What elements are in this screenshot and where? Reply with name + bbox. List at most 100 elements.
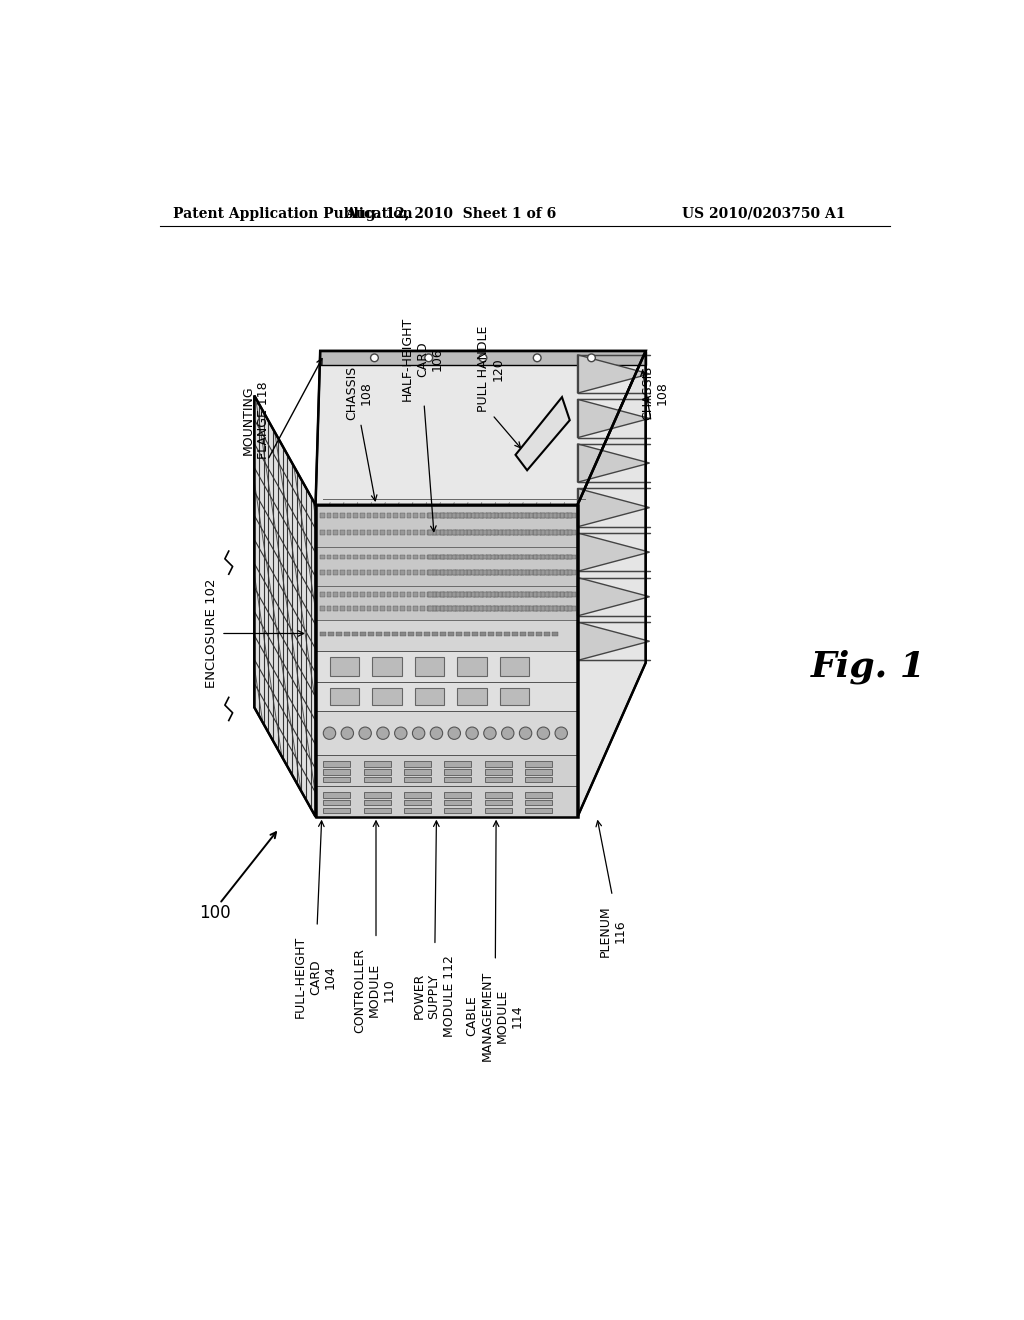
Bar <box>372 657 401 676</box>
Bar <box>556 593 560 597</box>
Bar <box>467 606 471 611</box>
Bar <box>452 593 456 597</box>
Bar <box>439 554 444 560</box>
Polygon shape <box>254 396 315 817</box>
Bar <box>452 606 456 611</box>
Bar <box>489 531 495 535</box>
Bar <box>559 593 564 597</box>
Bar <box>472 632 478 636</box>
Bar <box>417 632 422 636</box>
Bar <box>517 513 521 517</box>
Bar <box>520 632 526 636</box>
Circle shape <box>324 727 336 739</box>
Bar <box>486 531 490 535</box>
Bar <box>517 554 521 560</box>
Bar <box>467 593 471 597</box>
Bar <box>560 593 564 597</box>
Polygon shape <box>315 620 578 651</box>
Bar <box>537 593 541 597</box>
Bar <box>444 800 471 805</box>
Bar <box>502 513 506 517</box>
Bar <box>352 632 357 636</box>
Bar <box>321 593 325 597</box>
Bar <box>374 513 378 517</box>
Bar <box>521 606 525 611</box>
Bar <box>513 593 518 597</box>
Polygon shape <box>315 711 578 755</box>
Bar <box>541 593 545 597</box>
Bar <box>471 606 475 611</box>
Bar <box>526 554 531 560</box>
Bar <box>446 513 452 517</box>
Text: CHASSIS
108: CHASSIS 108 <box>641 366 669 420</box>
Bar <box>506 570 510 574</box>
Bar <box>414 593 418 597</box>
Bar <box>427 513 431 517</box>
Bar <box>440 554 444 560</box>
Bar <box>513 554 518 560</box>
Bar <box>489 513 495 517</box>
Bar <box>509 554 514 560</box>
Bar <box>324 800 350 805</box>
Bar <box>524 606 529 611</box>
Bar <box>324 762 350 767</box>
Bar <box>567 531 572 535</box>
Bar <box>546 606 551 611</box>
Bar <box>560 531 564 535</box>
Bar <box>400 606 404 611</box>
Bar <box>509 593 514 597</box>
Bar <box>553 531 557 535</box>
Bar <box>494 513 499 517</box>
Bar <box>353 531 358 535</box>
Bar <box>459 593 464 597</box>
Bar <box>556 513 560 517</box>
Polygon shape <box>321 351 646 364</box>
Bar <box>364 792 391 797</box>
Bar <box>544 513 549 517</box>
Bar <box>519 606 524 611</box>
Bar <box>340 531 345 535</box>
Text: Patent Application Publication: Patent Application Publication <box>173 207 413 220</box>
Bar <box>524 792 552 797</box>
Circle shape <box>534 354 541 362</box>
Bar <box>474 513 479 517</box>
Bar <box>517 570 521 574</box>
Bar <box>560 513 564 517</box>
Text: POWER
SUPPLY
MODULE 112: POWER SUPPLY MODULE 112 <box>413 956 456 1038</box>
Bar <box>513 606 518 611</box>
Bar <box>484 808 512 813</box>
Bar <box>393 570 398 574</box>
Bar <box>563 513 568 517</box>
Circle shape <box>359 727 372 739</box>
Bar <box>513 570 518 574</box>
Bar <box>500 657 529 676</box>
Bar <box>498 593 503 597</box>
Bar <box>559 570 564 574</box>
Bar <box>519 593 524 597</box>
Bar <box>467 570 471 574</box>
Bar <box>400 632 406 636</box>
Bar <box>336 632 342 636</box>
Bar <box>440 513 444 517</box>
Polygon shape <box>315 651 578 682</box>
Bar <box>473 606 478 611</box>
Bar <box>321 570 325 574</box>
Bar <box>486 513 490 517</box>
Bar <box>427 570 431 574</box>
Bar <box>524 770 552 775</box>
Bar <box>459 570 464 574</box>
Bar <box>460 554 465 560</box>
Bar <box>509 513 514 517</box>
Bar <box>502 570 506 574</box>
Bar <box>505 632 510 636</box>
Bar <box>340 554 345 560</box>
Bar <box>517 593 521 597</box>
Bar <box>532 513 538 517</box>
Bar <box>552 513 557 517</box>
Text: Aug. 12, 2010  Sheet 1 of 6: Aug. 12, 2010 Sheet 1 of 6 <box>345 207 556 220</box>
Bar <box>393 606 398 611</box>
Bar <box>502 531 506 535</box>
Bar <box>532 513 538 517</box>
Bar <box>498 531 503 535</box>
Bar <box>544 570 549 574</box>
